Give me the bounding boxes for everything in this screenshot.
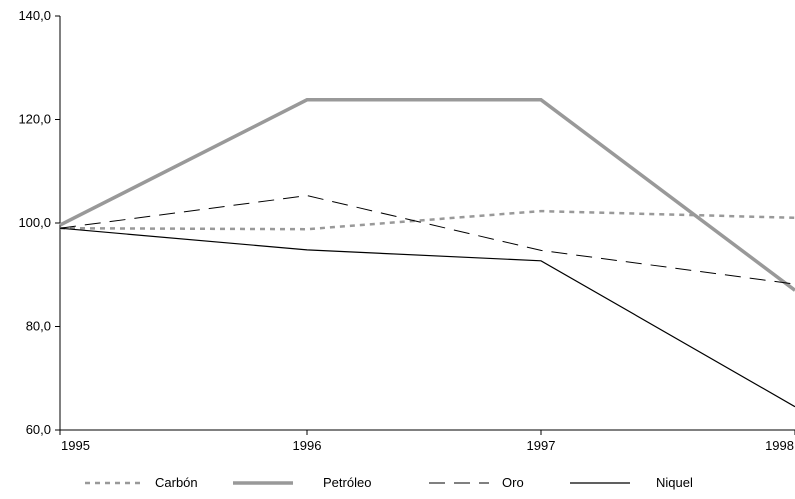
chart-legend: Carbón Petróleo Oro Niquel <box>85 475 693 490</box>
series-line-petróleo <box>59 98 795 292</box>
tick-labels: 60,0 80,0 100,0 120,0 140,0 1995 1996 1997 1998 <box>18 8 794 453</box>
chart-series <box>59 98 795 408</box>
y-tick-label: 140,0 <box>18 8 51 23</box>
x-tick-label: 1998 <box>765 438 794 453</box>
y-tick-label: 120,0 <box>18 112 51 127</box>
x-tick-label: 1997 <box>527 438 556 453</box>
legend-label: Niquel <box>656 475 693 490</box>
x-tick-label: 1995 <box>61 438 90 453</box>
x-tick-label: 1996 <box>293 438 322 453</box>
legend-label: Petróleo <box>323 475 371 490</box>
series-line-niquel <box>59 227 795 408</box>
legend-label: Carbón <box>155 475 198 490</box>
y-tick-label: 60,0 <box>26 422 51 437</box>
chart-axes <box>55 15 795 435</box>
y-tick-label: 80,0 <box>26 319 51 334</box>
series-line-carbón <box>59 209 795 231</box>
y-tick-label: 100,0 <box>18 215 51 230</box>
legend-label: Oro <box>502 475 524 490</box>
